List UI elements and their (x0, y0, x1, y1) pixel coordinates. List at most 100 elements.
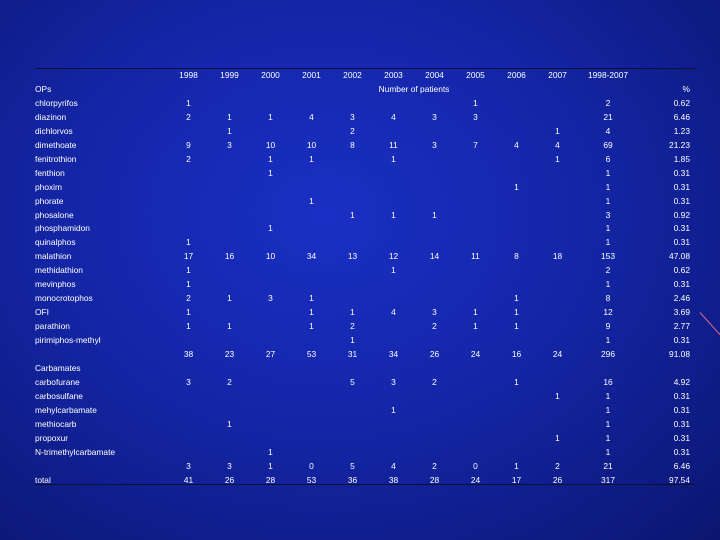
cell-value (291, 167, 332, 181)
cell-value: 26 (429, 349, 440, 360)
row-label: methiocarb (35, 418, 77, 429)
table-row: parathion 1 1 1 2 2 1 1 9 2.77 (35, 320, 690, 334)
cell-value: 17 (511, 474, 522, 485)
percent-value: 47.08 (669, 251, 690, 262)
percent-value: 0.62 (673, 265, 690, 276)
cell-value (209, 306, 250, 320)
cell-value (537, 97, 578, 111)
row-label: mehylcarbamate (35, 404, 97, 415)
cell-value (537, 292, 578, 306)
year-header: 1999 (220, 70, 239, 80)
cell-value: 1 (391, 404, 396, 415)
cell-value (168, 404, 209, 418)
cell-value: 10 (265, 251, 276, 262)
year-header: 2004 (425, 70, 444, 80)
cell-value: 28 (265, 474, 276, 485)
cell-value (332, 390, 373, 404)
cell-value: 5 (350, 460, 355, 471)
cell-value (168, 167, 209, 181)
percent-value: 0.62 (673, 97, 690, 108)
percent-value: 3.69 (673, 307, 690, 318)
cell-value (291, 446, 332, 460)
row-label: mevinphos (35, 279, 76, 290)
cell-value (209, 278, 250, 292)
cell-value: 2 (555, 460, 560, 471)
cell-value: 34 (388, 349, 399, 360)
cell-value: 1 (227, 111, 232, 122)
table-row: propoxur 1 1 0.31 (35, 432, 690, 446)
cell-value (496, 222, 537, 236)
cell-value (537, 236, 578, 250)
cell-value (332, 362, 373, 376)
percent-value: 6.46 (673, 111, 690, 122)
cell-value: 1 (227, 418, 232, 429)
cell-value (291, 264, 332, 278)
cell-value (414, 181, 455, 195)
cell-value (168, 125, 209, 139)
range-total: 1 (605, 279, 611, 290)
range-total: 296 (601, 349, 615, 360)
cell-value (373, 418, 414, 432)
cell-value: 1 (473, 321, 478, 332)
cell-value: 4 (391, 111, 396, 122)
row-label: parathion (35, 321, 70, 332)
cell-value (455, 390, 496, 404)
decorative-line (699, 312, 720, 336)
cell-value: 26 (224, 474, 235, 485)
cell-value (250, 306, 291, 320)
year-header: 2005 (466, 70, 485, 80)
cell-value (455, 334, 496, 348)
table-row: quinalphos 1 1 0.31 (35, 236, 690, 250)
cell-value: 1 (309, 321, 314, 332)
range-total: 69 (603, 139, 613, 150)
cell-value (414, 97, 455, 111)
percent-value: 0.92 (673, 209, 690, 220)
cell-value (209, 222, 250, 236)
cell-value (168, 222, 209, 236)
cell-value: 1 (186, 307, 191, 318)
table-row: OFI 1 1 1 4 3 1 1 12 3.69 (35, 306, 690, 320)
row-label (35, 460, 168, 474)
cell-value: 1 (227, 321, 232, 332)
table-row: pirimiphos-methyl 1 1 0.31 (35, 334, 690, 348)
cell-value (250, 362, 291, 376)
cell-value (496, 404, 537, 418)
cell-value (414, 404, 455, 418)
table-row: phosphamidon 1 1 0.31 (35, 222, 690, 236)
cell-value (373, 432, 414, 446)
cell-value: 53 (306, 349, 317, 360)
row-label: fenitrothion (35, 153, 77, 164)
cell-value (209, 390, 250, 404)
row-label: malathion (35, 251, 72, 262)
cell-value (373, 278, 414, 292)
cell-value (496, 278, 537, 292)
cell-value: 27 (265, 349, 276, 360)
cell-value (209, 446, 250, 460)
cell-value (455, 222, 496, 236)
cell-value (455, 362, 496, 376)
range-total: 1 (605, 446, 611, 457)
table-row: fenitrothion 2 1 1 1 1 6 1.85 (35, 153, 690, 167)
range-total: 3 (605, 209, 611, 220)
cell-value (250, 236, 291, 250)
cell-value (373, 334, 414, 348)
cell-value (496, 209, 537, 223)
cell-value: 24 (470, 349, 481, 360)
cell-value (414, 236, 455, 250)
cell-value (455, 236, 496, 250)
cell-value (332, 153, 373, 167)
row-label: phosalone (35, 209, 74, 220)
cell-value: 16 (511, 349, 522, 360)
cell-value (168, 209, 209, 223)
cell-value: 3 (227, 460, 232, 471)
cell-value: 1 (555, 153, 560, 164)
percent-value: 97.54 (669, 474, 690, 485)
cell-value: 3 (432, 307, 437, 318)
percent-value: 0.31 (673, 279, 690, 290)
percent-value: 21.23 (669, 139, 690, 150)
cell-value (250, 320, 291, 334)
cell-value: 4 (555, 139, 560, 150)
cell-value: 1 (514, 321, 519, 332)
cell-value: 10 (306, 139, 317, 150)
cell-value: 2 (186, 111, 191, 122)
